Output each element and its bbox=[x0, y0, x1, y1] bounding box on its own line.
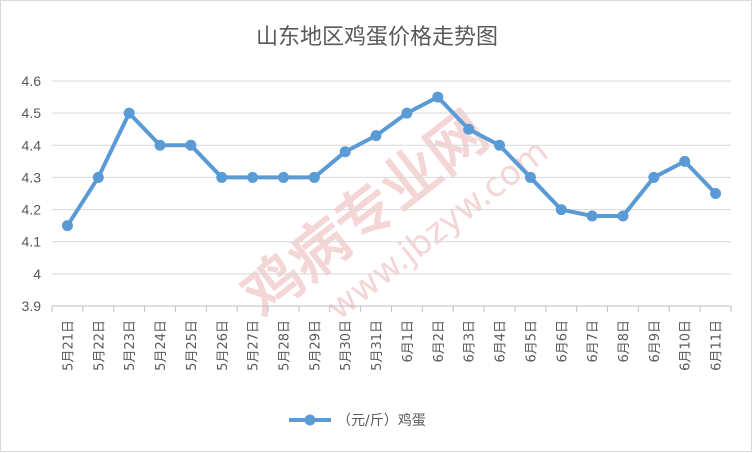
y-tick-label: 4.2 bbox=[22, 202, 42, 218]
y-axis-ticks: 3.9 4 4.1 4.2 4.3 4.4 4.5 4.6 bbox=[22, 73, 42, 314]
x-tick-label: 5月21日 bbox=[61, 320, 76, 371]
data-point bbox=[123, 107, 135, 119]
x-tick-label: 5月26日 bbox=[216, 320, 231, 371]
x-axis-ticks: 5月21日 5月22日 5月23日 5月24日 5月25日 5月26日 5月27日 5月28日… bbox=[61, 320, 724, 371]
x-tick-label: 5月24日 bbox=[154, 320, 169, 371]
x-tick-label: 6月9日 bbox=[648, 320, 663, 363]
data-point bbox=[185, 139, 197, 151]
chart-title: 山东地区鸡蛋价格走势图 bbox=[256, 25, 498, 50]
data-point bbox=[401, 107, 413, 119]
data-point bbox=[92, 171, 104, 183]
x-tick-label: 6月6日 bbox=[555, 320, 570, 363]
data-point bbox=[648, 171, 660, 183]
x-tick-label: 5月23日 bbox=[123, 320, 138, 371]
series-line bbox=[65, 95, 718, 228]
data-point bbox=[308, 171, 320, 183]
data-point bbox=[432, 91, 444, 103]
y-tick-label: 4.4 bbox=[22, 137, 42, 153]
x-tick-label: 5月29日 bbox=[308, 320, 323, 371]
data-point bbox=[339, 146, 351, 158]
data-point bbox=[277, 171, 289, 183]
data-point bbox=[216, 171, 228, 183]
y-tick-label: 4.3 bbox=[22, 169, 42, 185]
legend-label: （元/斤）鸡蛋 bbox=[337, 412, 426, 429]
watermark: 鸡病专业网 www.jbzyw.com bbox=[230, 98, 556, 330]
y-tick-label: 4.5 bbox=[22, 105, 42, 121]
x-tick-label: 6月7日 bbox=[586, 320, 601, 363]
data-point bbox=[524, 171, 536, 183]
x-tick-label: 6月11日 bbox=[710, 320, 725, 371]
x-tick-label: 6月1日 bbox=[401, 320, 416, 363]
data-point bbox=[617, 210, 629, 222]
legend[interactable]: （元/斤）鸡蛋 bbox=[289, 412, 426, 429]
x-tick-label: 6月8日 bbox=[617, 320, 632, 363]
x-tick-label: 6月3日 bbox=[463, 320, 478, 363]
y-tick-label: 3.9 bbox=[22, 298, 42, 314]
x-tick-label: 6月2日 bbox=[432, 320, 447, 363]
series-group bbox=[61, 91, 722, 232]
data-point bbox=[61, 220, 73, 232]
legend-marker bbox=[304, 414, 316, 426]
data-point bbox=[154, 139, 166, 151]
data-point bbox=[555, 204, 567, 216]
x-tick-label: 6月10日 bbox=[679, 320, 694, 371]
data-point bbox=[247, 171, 259, 183]
data-point bbox=[586, 210, 598, 222]
data-point bbox=[494, 139, 506, 151]
x-tick-label: 6月5日 bbox=[524, 320, 539, 363]
data-point bbox=[370, 130, 382, 142]
x-tick-label: 5月22日 bbox=[92, 320, 107, 371]
x-tick-label: 5月27日 bbox=[247, 320, 262, 371]
data-point bbox=[679, 155, 691, 167]
data-point bbox=[710, 188, 722, 199]
y-tick-label: 4.1 bbox=[22, 234, 42, 250]
x-tick-label: 5月25日 bbox=[185, 320, 200, 371]
y-tick-label: 4.6 bbox=[22, 73, 42, 89]
x-tick-label: 6月4日 bbox=[494, 320, 509, 363]
x-tick-label: 5月28日 bbox=[277, 320, 292, 371]
x-tick-label: 5月30日 bbox=[339, 320, 354, 371]
y-tick-label: 4 bbox=[33, 266, 41, 282]
data-point bbox=[463, 123, 475, 135]
x-tick-label: 5月31日 bbox=[370, 320, 385, 371]
